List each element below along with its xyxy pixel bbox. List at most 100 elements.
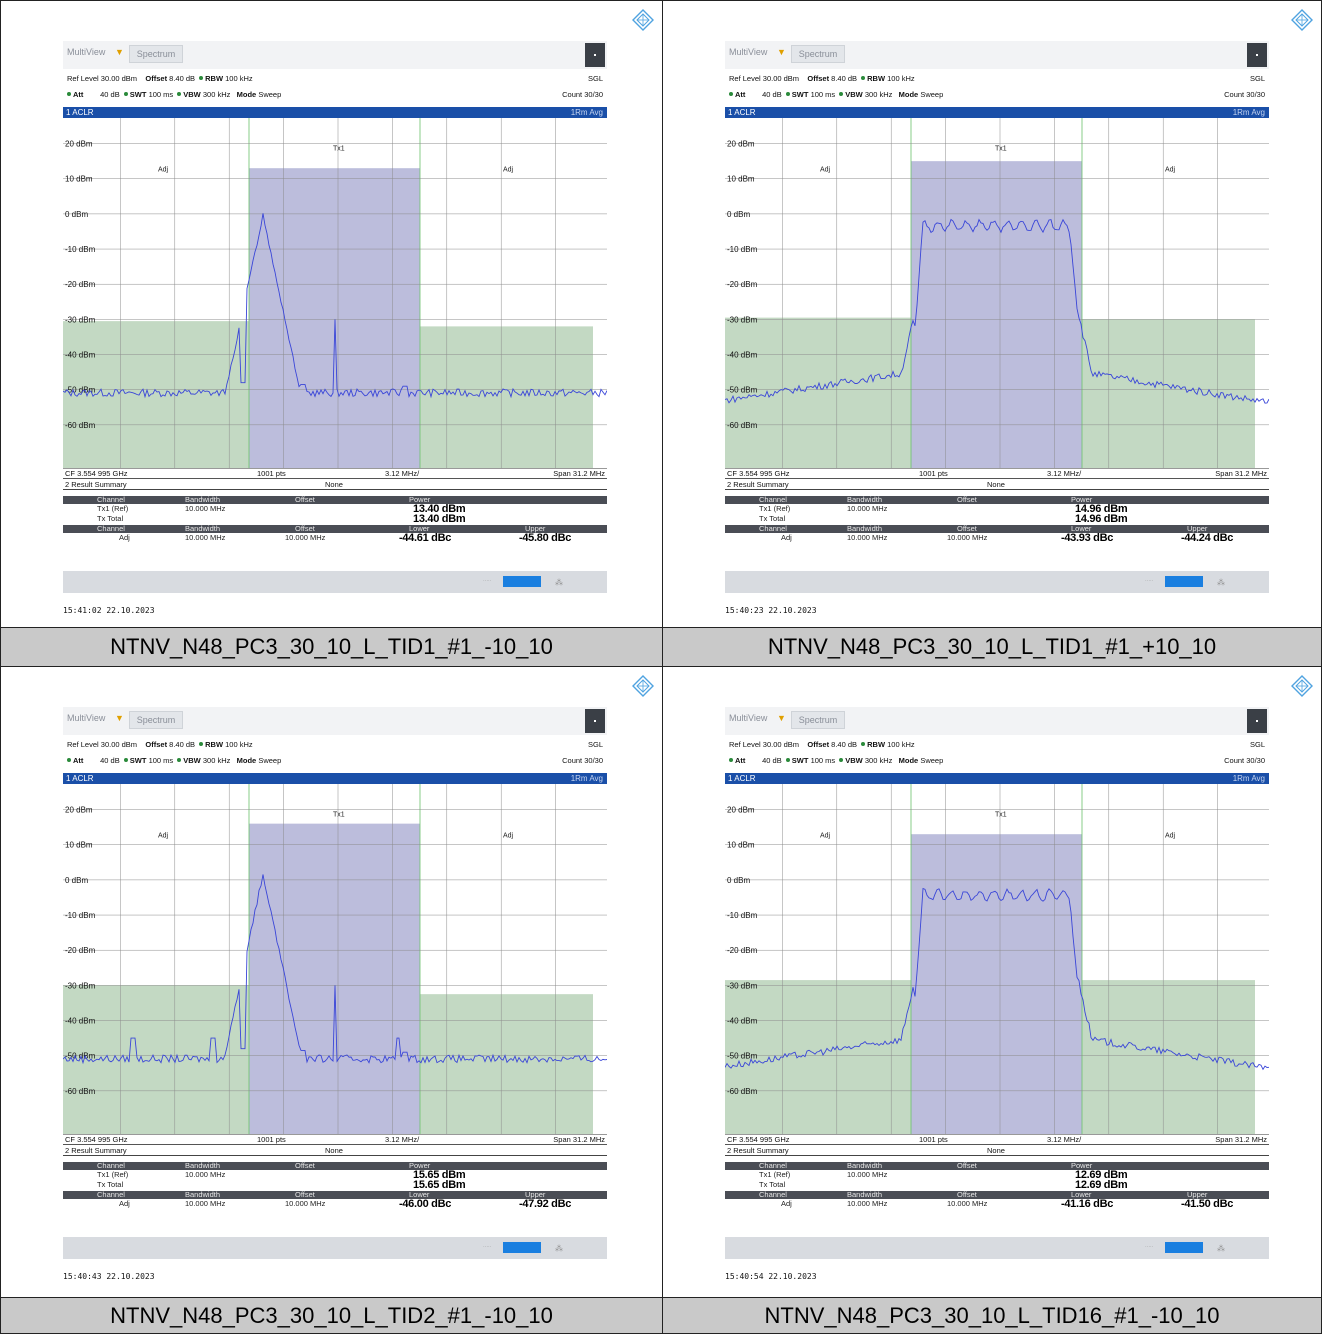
vbw-value[interactable]: 300 kHz	[202, 90, 231, 99]
mode-value[interactable]: Sweep	[920, 756, 944, 765]
ref-level-row: Ref Level 30.00 dBm Offset 8.40 dB RBW 1…	[729, 74, 915, 83]
spectrum-trace	[62, 213, 608, 399]
vbw-value[interactable]: 300 kHz	[864, 756, 893, 765]
aclr-window-header[interactable]: 1 ACLR 1Rm Avg	[63, 107, 607, 118]
tab-spectrum[interactable]: Spectrum	[129, 45, 183, 63]
overflow-menu-button[interactable]	[1247, 709, 1267, 733]
cell-lower: -44.61 dBc	[399, 532, 452, 544]
table-header: Channel Bandwidth Offset Lower Upper	[725, 1191, 1269, 1199]
rbw-value[interactable]: 100 kHz	[887, 74, 915, 83]
vbw-value[interactable]: 300 kHz	[202, 756, 231, 765]
dropdown-arrow-icon[interactable]: ▼	[115, 47, 124, 57]
y-tick-label: -10 dBm	[65, 245, 96, 254]
tx-label: Tx1	[333, 812, 345, 819]
spectrum-plot[interactable]: 20 dBm 10 dBm 0 dBm -10 dBm -20 dBm -30 dBm -4…	[724, 118, 1270, 468]
tab-multiview[interactable]: MultiView	[729, 47, 768, 57]
rbw-value[interactable]: 100 kHz	[225, 74, 253, 83]
cell-power: 12.69 dBm	[1075, 1169, 1128, 1181]
table-header: Channel Bandwidth Offset Lower Upper	[63, 525, 607, 533]
cell-channel: Tx1 (Ref)	[759, 504, 791, 513]
status-dot-icon	[785, 758, 790, 762]
spectrum-plot[interactable]: 20 dBm 10 dBm 0 dBm -10 dBm -20 dBm -30 dBm -4…	[62, 784, 608, 1134]
ref-level-value[interactable]: 30.00 dBm	[762, 740, 800, 749]
att-value[interactable]: 40 dB	[100, 90, 120, 99]
offset-value[interactable]: 8.40 dB	[831, 740, 858, 749]
tab-spectrum[interactable]: Spectrum	[791, 45, 845, 63]
overflow-menu-button[interactable]	[585, 709, 605, 733]
vbw-value[interactable]: 300 kHz	[864, 90, 893, 99]
swt-value[interactable]: 100 ms	[148, 756, 174, 765]
y-tick-label: -30 dBm	[727, 315, 758, 324]
tab-spectrum[interactable]: Spectrum	[129, 711, 183, 729]
ref-level-row: Ref Level 30.00 dBm Offset 8.40 dB RBW 1…	[729, 740, 915, 749]
overflow-menu-button[interactable]	[585, 43, 605, 67]
ref-level-value[interactable]: 30.00 dBm	[100, 740, 138, 749]
points-count: 1001 pts	[257, 469, 286, 478]
aclr-window-header[interactable]: 1 ACLR 1Rm Avg	[725, 107, 1269, 118]
dropdown-arrow-icon[interactable]: ▼	[115, 713, 124, 723]
offset-value[interactable]: 8.40 dB	[169, 74, 196, 83]
analyzer-toolbar: MultiView ▼ Spectrum	[63, 41, 607, 69]
ref-level-value[interactable]: 30.00 dBm	[762, 74, 800, 83]
mode-value[interactable]: Sweep	[258, 756, 282, 765]
divider	[725, 1155, 1269, 1156]
att-value[interactable]: 40 dB	[100, 756, 120, 765]
aclr-window-header[interactable]: 1 ACLR 1Rm Avg	[725, 773, 1269, 784]
screen-cell-1: MultiView ▼ Spectrum Ref Level 30.00 dBm…	[0, 0, 663, 628]
sgl-indicator: SGL	[1249, 74, 1265, 83]
offset-value[interactable]: 8.40 dB	[169, 740, 196, 749]
cell-upper: -47.92 dBc	[519, 1198, 572, 1210]
att-value[interactable]: 40 dB	[762, 756, 782, 765]
y-tick-label: -50 dBm	[65, 1052, 96, 1061]
ref-level-value[interactable]: 30.00 dBm	[100, 74, 138, 83]
swt-value[interactable]: 100 ms	[148, 90, 174, 99]
tab-multiview[interactable]: MultiView	[729, 713, 768, 723]
overflow-menu-button[interactable]	[1247, 43, 1267, 67]
result-summary-none: None	[325, 1146, 343, 1155]
mode-value[interactable]: Sweep	[920, 90, 944, 99]
aclr-window-header[interactable]: 1 ACLR 1Rm Avg	[63, 773, 607, 784]
result-summary-none: None	[987, 1146, 1005, 1155]
mode-value[interactable]: Sweep	[258, 90, 282, 99]
swt-value[interactable]: 100 ms	[810, 90, 836, 99]
y-tick-label: -40 dBm	[65, 351, 96, 360]
rbw-value[interactable]: 100 kHz	[887, 740, 915, 749]
tab-multiview[interactable]: MultiView	[67, 47, 106, 57]
att-value[interactable]: 40 dB	[762, 90, 782, 99]
cell-lower: -43.93 dBc	[1061, 532, 1114, 544]
window-title: 1 ACLR	[728, 108, 756, 117]
sweep-progress-bar	[503, 576, 541, 587]
y-tick-label: 20 dBm	[65, 806, 93, 815]
status-dot-icon	[729, 92, 733, 96]
cell-channel: Adj	[781, 533, 792, 542]
cell-bandwidth: 10.000 MHz	[847, 1170, 888, 1179]
y-tick-label: -30 dBm	[727, 981, 758, 990]
adj-upper-channel-bar	[1082, 980, 1255, 1134]
ref-level-label: Ref Level	[729, 740, 761, 749]
y-tick-label: -50 dBm	[727, 386, 758, 395]
header-upper: Upper	[525, 524, 546, 533]
header-channel: Channel	[759, 1161, 787, 1170]
trace-mode-label: 1Rm Avg	[1232, 108, 1265, 117]
dropdown-arrow-icon[interactable]: ▼	[777, 47, 786, 57]
cell-channel: Adj	[781, 1199, 792, 1208]
swt-value[interactable]: 100 ms	[810, 756, 836, 765]
dropdown-arrow-icon[interactable]: ▼	[777, 713, 786, 723]
status-text: ·····	[483, 578, 492, 584]
offset-value[interactable]: 8.40 dB	[831, 74, 858, 83]
rbw-label: RBW	[867, 740, 886, 749]
tab-multiview[interactable]: MultiView	[67, 713, 106, 723]
offset-label: Offset	[145, 74, 168, 83]
axis-footer: CF 3.554 995 GHz 1001 pts 3.12 MHz/ Span…	[63, 468, 607, 478]
header-offset: Offset	[957, 495, 977, 504]
status-bar: ····· ⁂	[725, 1237, 1269, 1259]
status-dot-icon	[123, 758, 128, 762]
swt-label: SWT	[791, 90, 809, 99]
adj-label-lower: Adj	[158, 833, 169, 840]
tab-spectrum[interactable]: Spectrum	[791, 711, 845, 729]
att-label: Att	[73, 90, 84, 99]
spectrum-plot[interactable]: 20 dBm 10 dBm 0 dBm -10 dBm -20 dBm -30 dBm -4…	[724, 784, 1270, 1134]
rbw-value[interactable]: 100 kHz	[225, 740, 253, 749]
spectrum-plot[interactable]: 20 dBm 10 dBm 0 dBm -10 dBm -20 dBm -30 dBm -4…	[62, 118, 608, 469]
status-dot-icon	[861, 742, 866, 746]
